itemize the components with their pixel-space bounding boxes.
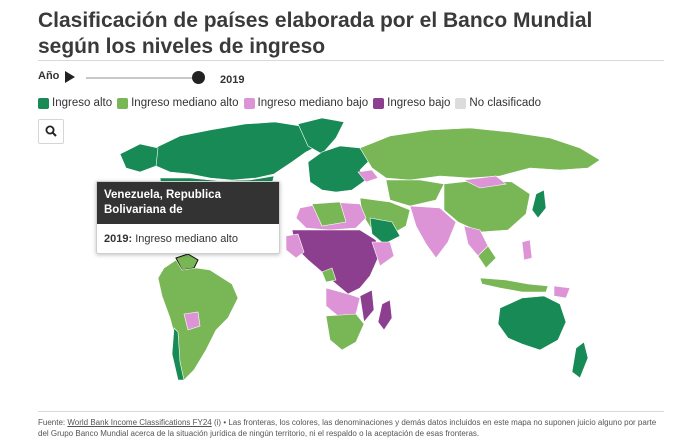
canada-shape[interactable] [154, 121, 323, 181]
year-slider-handle[interactable] [192, 71, 205, 84]
legend-label: No clasificado [469, 97, 542, 109]
legend-item-unclassified[interactable]: No clasificado [455, 97, 541, 109]
source-link[interactable]: World Bank Income Classifications FY24 [67, 418, 212, 427]
legend-item-lower-middle[interactable]: Ingreso mediano bajo [243, 97, 369, 109]
legend-label: Ingreso alto [52, 97, 113, 109]
gabon-shape[interactable] [321, 267, 337, 283]
mongolia-shape[interactable] [462, 175, 507, 189]
papua-shape[interactable] [553, 285, 571, 299]
arabia-shape[interactable] [369, 217, 401, 245]
mozambique-shape[interactable] [359, 289, 375, 323]
world-map[interactable] [60, 118, 660, 388]
tooltip-country-name: Venezuela, Republica Bolivariana de [97, 182, 279, 224]
page-title: Clasificación de países elaborada por el… [38, 9, 593, 58]
country-tooltip: Venezuela, Republica Bolivariana de 2019… [96, 181, 280, 254]
source-prefix: Fuente: [38, 418, 66, 427]
indonesia-shape[interactable] [479, 277, 549, 293]
legend-swatch [117, 97, 129, 109]
source-note: Fuente: World Bank Income Classification… [38, 417, 668, 439]
year-value: 2019 [220, 74, 245, 86]
play-icon[interactable] [65, 71, 75, 83]
legend: Ingreso alto Ingreso mediano alto Ingres… [38, 96, 546, 110]
search-button[interactable] [38, 119, 64, 144]
legend-label: Ingreso mediano alto [131, 97, 239, 109]
algeria-shape[interactable] [311, 201, 347, 227]
west-africa-shape[interactable] [285, 233, 305, 259]
legend-item-low[interactable]: Ingreso bajo [373, 97, 450, 109]
japan-shape[interactable] [531, 189, 547, 219]
madagascar-shape[interactable] [377, 299, 393, 331]
tooltip-body: 2019: Ingreso mediano alto [97, 224, 279, 253]
search-icon [45, 125, 57, 137]
info-icon[interactable]: (i) [213, 418, 222, 427]
tooltip-value: Ingreso mediano alto [135, 233, 238, 245]
new-zealand-shape[interactable] [571, 341, 589, 379]
legend-swatch [243, 97, 255, 109]
footer-divider [38, 411, 664, 412]
legend-label: Ingreso bajo [387, 97, 451, 109]
south-asia-shape[interactable] [409, 205, 457, 259]
australia-shape[interactable] [497, 295, 567, 351]
legend-item-upper-middle[interactable]: Ingreso mediano alto [117, 97, 239, 109]
central-africa-shape[interactable] [291, 229, 379, 295]
central-asia-shape[interactable] [385, 179, 445, 207]
bolivia-shape[interactable] [183, 311, 201, 331]
year-control: Año 2019 [38, 70, 338, 88]
angola-shape[interactable] [325, 287, 361, 317]
south-africa-shape[interactable] [325, 313, 365, 351]
chile-shape[interactable] [171, 327, 185, 381]
legend-label: Ingreso mediano bajo [257, 97, 369, 109]
russia-shape[interactable] [359, 127, 601, 181]
philippines-shape[interactable] [521, 239, 533, 261]
year-slider-track[interactable] [86, 77, 201, 79]
disclaimer-text: • Las fronteras, los colores, las denomi… [38, 418, 657, 438]
china-shape[interactable] [443, 179, 531, 233]
eastern-europe-shape[interactable] [357, 169, 379, 183]
greenland-shape[interactable] [297, 118, 345, 155]
legend-swatch [38, 97, 49, 109]
europe-shape[interactable] [307, 145, 373, 193]
year-label: Año [38, 70, 60, 82]
legend-item-high[interactable]: Ingreso alto [38, 97, 112, 109]
tooltip-year: 2019: [104, 233, 133, 245]
horn-of-africa-shape[interactable] [371, 241, 395, 267]
title-divider [38, 60, 664, 61]
thailand-malaysia-shape[interactable] [477, 245, 497, 269]
legend-swatch [455, 97, 467, 109]
alaska-shape[interactable] [119, 143, 159, 173]
legend-swatch [373, 97, 385, 109]
